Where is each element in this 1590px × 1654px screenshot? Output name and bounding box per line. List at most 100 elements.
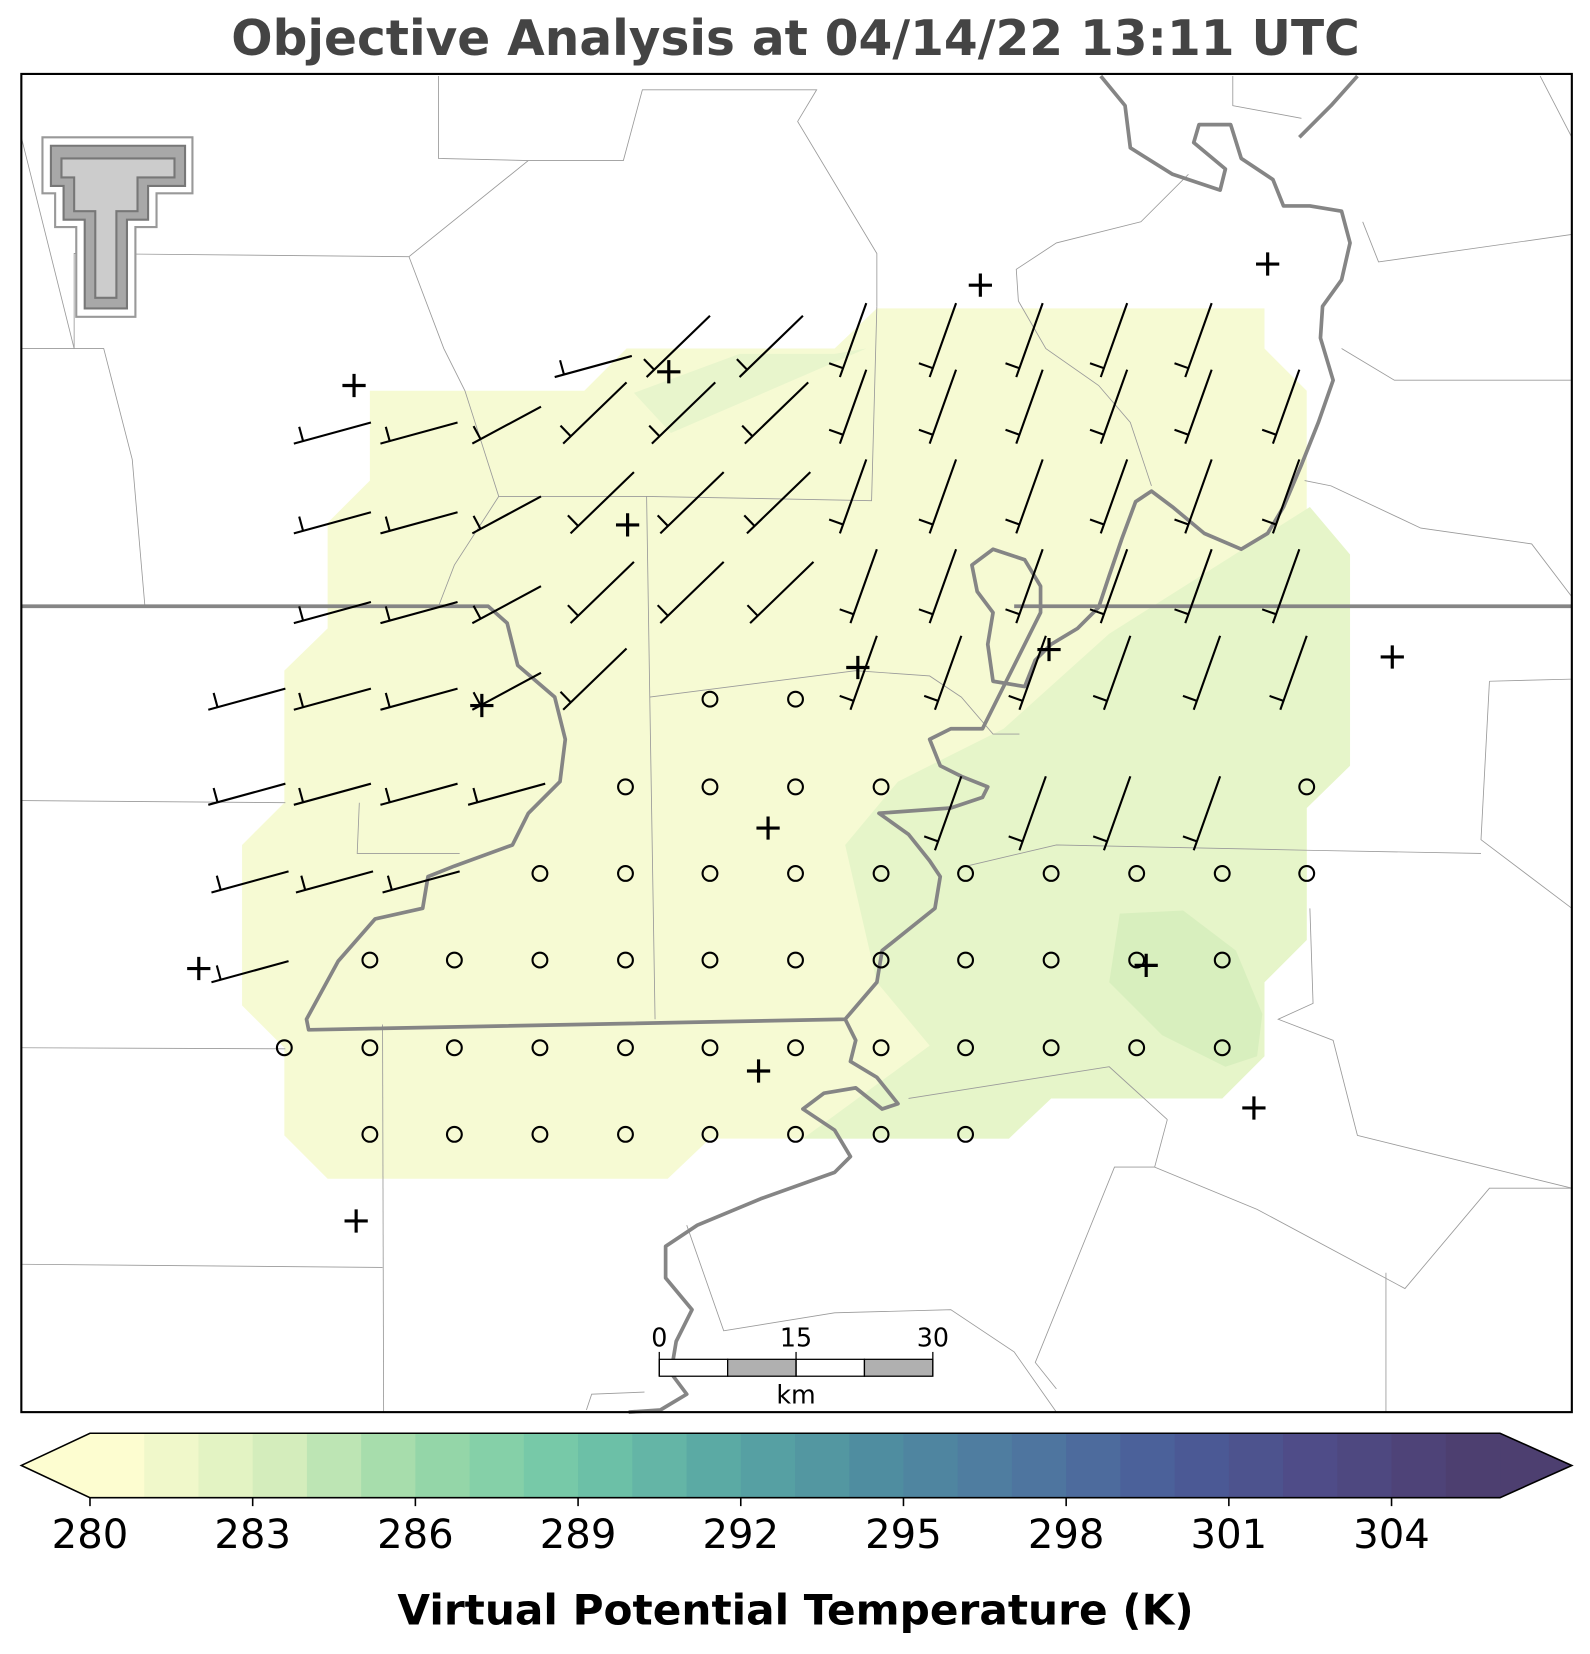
county-line — [21, 1047, 286, 1050]
wind-barb-flag — [1261, 608, 1277, 616]
wind-barb-flag — [298, 516, 305, 532]
calm-wind — [872, 865, 890, 882]
calm-wind — [787, 778, 804, 796]
scale-segment — [658, 1358, 729, 1377]
wind-barb-flag — [1174, 608, 1189, 616]
colorbar-segment — [469, 1433, 525, 1498]
wind-barb — [467, 782, 546, 806]
wind-barb-flag — [384, 516, 391, 532]
county-line — [356, 802, 460, 854]
wind-barb-flag — [1089, 362, 1105, 370]
county-line — [382, 1024, 385, 1413]
scale-label: 30 — [917, 1322, 949, 1352]
wind-barb — [738, 315, 804, 378]
wind-barb-flag — [298, 606, 305, 621]
wind-barb-flag — [828, 428, 844, 436]
wind-barb — [1271, 369, 1301, 444]
calm-wind — [617, 778, 634, 796]
wind-barb — [295, 870, 374, 894]
calm-wind — [872, 778, 890, 796]
station — [470, 693, 494, 718]
wind-barb-flag — [559, 359, 565, 375]
wind-barb-flag — [215, 875, 222, 891]
wind-barb — [471, 405, 542, 445]
county-line — [1018, 300, 1152, 486]
wind-barb-flag — [1005, 362, 1020, 370]
wind-barb-flag — [656, 514, 669, 527]
wind-barb — [569, 561, 635, 624]
colorbar-segment — [1391, 1433, 1447, 1498]
wind-barb-flag — [472, 605, 482, 620]
calm-wind — [361, 1125, 379, 1143]
colorbar-segment — [1337, 1433, 1393, 1498]
wind-barb — [645, 315, 711, 378]
county-line — [21, 1263, 383, 1268]
wind-barb-flag — [384, 426, 391, 442]
wind-barb — [1192, 635, 1222, 711]
river — [1298, 74, 1359, 139]
wind-barb-flag — [1089, 518, 1105, 526]
colorbar-segment — [1066, 1433, 1121, 1498]
colorbar-segment — [523, 1433, 579, 1498]
scale-unit: km — [776, 1379, 815, 1409]
scale-bar: 0 15 30 km — [651, 1322, 949, 1409]
wind-barb-flag — [298, 787, 305, 803]
wind-barb — [293, 687, 372, 711]
colorbar-segment — [1228, 1433, 1284, 1498]
wind-barb-flag — [559, 424, 572, 437]
wind-barb-flag — [839, 694, 854, 702]
wind-barb-flag — [1182, 835, 1198, 843]
calm-wind — [1042, 865, 1060, 882]
wind-barb-flag — [386, 875, 393, 891]
wind-barb — [1099, 459, 1129, 534]
wind-barb — [838, 459, 868, 534]
station — [846, 655, 870, 680]
wind-barb-flag — [1269, 694, 1284, 702]
county-line — [586, 1391, 645, 1411]
county-line — [20, 137, 75, 349]
wind-barb — [380, 421, 458, 445]
wind-barb-flag — [212, 787, 219, 803]
scale-label: 15 — [780, 1322, 812, 1352]
wind-barb-flag — [1005, 608, 1020, 616]
calm-wind — [701, 1125, 719, 1143]
calm-wind — [531, 1125, 549, 1143]
calm-wind — [445, 1039, 463, 1057]
map — [20, 72, 1573, 1414]
wind-barb — [1099, 369, 1129, 444]
calm-wind — [787, 865, 804, 882]
county-line — [1489, 678, 1572, 682]
calm-wind — [1042, 1039, 1060, 1057]
calm-wind — [1042, 951, 1060, 969]
calm-wind — [701, 865, 719, 882]
wind-barb-flag — [648, 424, 661, 437]
wind-barb-flag — [828, 518, 844, 526]
station — [342, 373, 366, 398]
colorbar: 280 283 286 289 292 295 298 301 304 — [19, 1432, 1574, 1558]
wind-barb — [471, 585, 542, 625]
calm-wind — [1213, 951, 1231, 969]
station — [657, 360, 681, 384]
calm-wind — [957, 1125, 975, 1143]
wind-barb — [849, 635, 878, 711]
wind-barb-flag — [828, 362, 844, 370]
wind-barb — [380, 782, 458, 806]
station — [746, 1059, 771, 1083]
county-line — [1232, 76, 1302, 119]
station — [968, 273, 992, 297]
wind-barb-flag — [384, 787, 391, 803]
wind-barb-flag — [300, 875, 307, 891]
colorbar-segment — [1120, 1433, 1176, 1498]
river — [21, 74, 1352, 1032]
wind-barb-flag — [1261, 518, 1277, 526]
wind-barb — [293, 782, 372, 806]
county-line — [438, 76, 529, 161]
calm-wind — [1298, 865, 1316, 882]
calm-wind — [701, 951, 719, 969]
wind-barb — [1099, 548, 1129, 624]
calm-wind — [1128, 1039, 1146, 1057]
calm-wind — [787, 1039, 804, 1057]
wind-barb-flag — [743, 514, 756, 527]
county-line — [1034, 1166, 1155, 1390]
